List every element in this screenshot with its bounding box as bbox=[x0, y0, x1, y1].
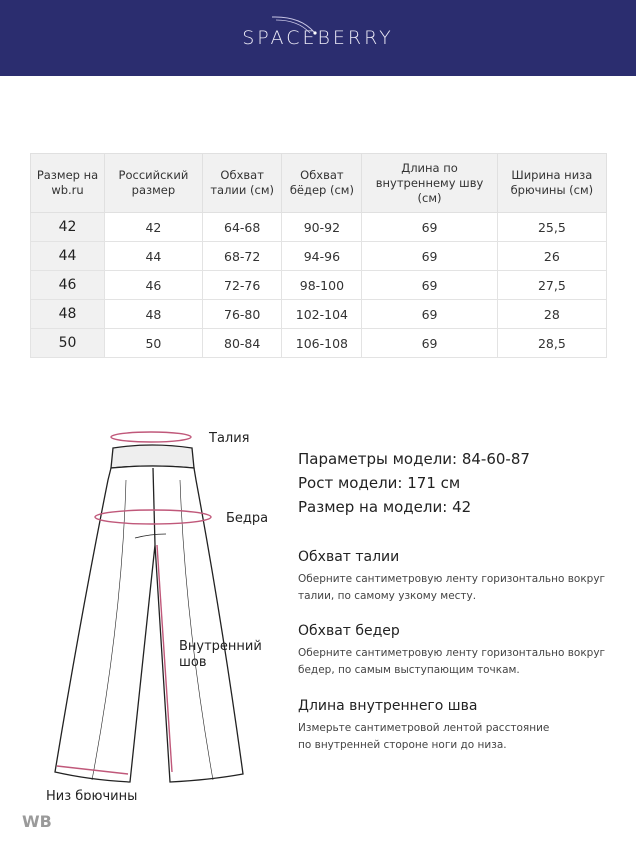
table-cell: 69 bbox=[361, 270, 498, 300]
table-cell: 26 bbox=[496, 241, 608, 271]
wb-watermark: WB bbox=[22, 812, 52, 831]
waistband bbox=[110, 444, 195, 469]
table-cell: 98-100 bbox=[281, 270, 363, 300]
label-waist: Талия bbox=[208, 431, 250, 446]
table-cell: 94-96 bbox=[281, 241, 363, 271]
table-cell: 28 bbox=[496, 299, 608, 329]
table-cell: 42 bbox=[29, 212, 106, 242]
column-header: Обхват талии (см) bbox=[201, 153, 283, 213]
table-cell: 44 bbox=[104, 241, 203, 271]
table-cell: 69 bbox=[361, 241, 498, 271]
inseam-measure bbox=[156, 544, 173, 773]
table-cell: 50 bbox=[104, 328, 203, 358]
shooting-star-icon bbox=[271, 16, 317, 35]
column-header: Обхват бёдер (см) bbox=[281, 153, 363, 213]
table-cell: 48 bbox=[104, 299, 203, 329]
table-cell: 50 bbox=[29, 328, 106, 358]
column-header: Размер на wb.ru bbox=[29, 153, 106, 213]
label-hips: Бедра bbox=[226, 511, 268, 526]
table-cell: 64-68 bbox=[201, 212, 283, 242]
column-header: Ширина низа брючины (см) bbox=[496, 153, 608, 213]
model-height: Рост модели: 171 см bbox=[298, 474, 461, 492]
table-cell: 46 bbox=[29, 270, 106, 300]
table-cell: 76-80 bbox=[201, 299, 283, 329]
size-table: Размер на wb.ru Российский размер Обхват т… bbox=[29, 153, 608, 358]
table-cell: 102-104 bbox=[281, 299, 363, 329]
label-hem: Низ брючины bbox=[46, 789, 137, 800]
model-size: Размер на модели: 42 bbox=[298, 498, 472, 516]
table-cell: 69 bbox=[361, 328, 498, 358]
table-cell: 48 bbox=[29, 299, 106, 329]
table-cell: 106-108 bbox=[281, 328, 363, 358]
hem-measure bbox=[56, 765, 129, 775]
column-header: Российский размер bbox=[104, 153, 203, 213]
model-params: Параметры модели: 84-60-87 Рост модели: … bbox=[298, 447, 530, 519]
table-cell: 68-72 bbox=[201, 241, 283, 271]
table-cell: 46 bbox=[104, 270, 203, 300]
label-inseam-1: Внутренний bbox=[179, 639, 262, 654]
table-cell: 28,5 bbox=[496, 328, 608, 358]
table-cell: 72-76 bbox=[201, 270, 283, 300]
table-cell: 90-92 bbox=[281, 212, 363, 242]
hips-measure bbox=[94, 509, 212, 525]
table-row: 46 46 72-76 98-100 69 27,5 bbox=[29, 270, 608, 300]
pants-diagram: Талия Бедра Внутренний шов Низ брючины bbox=[46, 431, 268, 800]
instruction-hips: Обхват бедер Оберните сантиметровую лент… bbox=[298, 623, 606, 676]
brand-header: SPACEBERRY bbox=[0, 0, 636, 76]
table-row: 48 48 76-80 102-104 69 28 bbox=[29, 299, 608, 329]
model-measurements: Параметры модели: 84-60-87 bbox=[298, 450, 530, 468]
table-row: 50 50 80-84 106-108 69 28,5 bbox=[29, 328, 608, 358]
column-header: Длина по внутреннему шву (см) bbox=[361, 153, 498, 213]
brand-logo: SPACEBERRY bbox=[242, 27, 394, 49]
table-row: 44 44 68-72 94-96 69 26 bbox=[29, 241, 608, 271]
table-cell: 69 bbox=[361, 212, 498, 242]
instruction-inseam: Длина внутреннего шва Измерьте сантиметр… bbox=[298, 698, 550, 751]
table-cell: 27,5 bbox=[496, 270, 608, 300]
label-inseam-2: шов bbox=[179, 655, 207, 670]
table-cell: 69 bbox=[361, 299, 498, 329]
table-cell: 25,5 bbox=[496, 212, 608, 242]
instruction-waist: Обхват талии Оберните сантиметровую лент… bbox=[298, 549, 606, 602]
pants-outline bbox=[54, 465, 244, 783]
table-cell: 80-84 bbox=[201, 328, 283, 358]
table-cell: 42 bbox=[104, 212, 203, 242]
table-row: 42 42 64-68 90-92 69 25,5 bbox=[29, 212, 608, 242]
waist-measure bbox=[110, 431, 192, 443]
table-cell: 44 bbox=[29, 241, 106, 271]
